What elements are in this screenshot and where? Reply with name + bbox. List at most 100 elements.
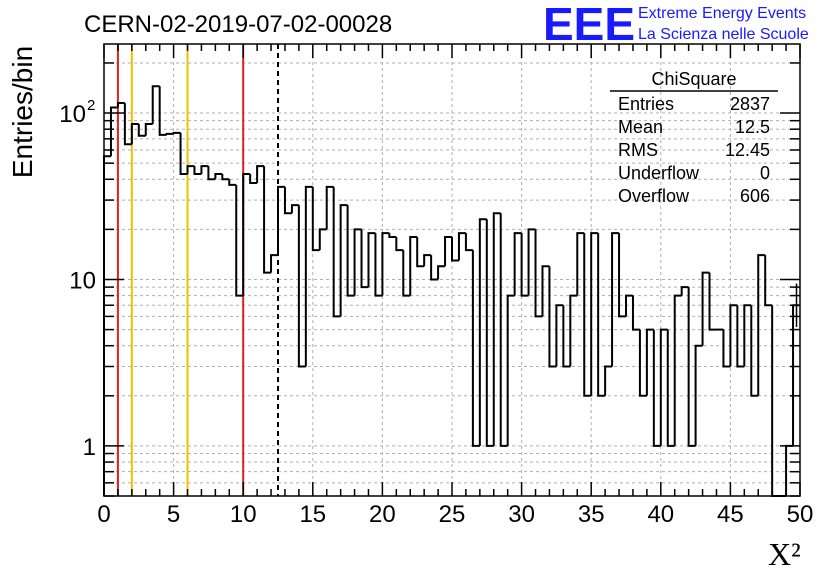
stats-value-entries: 2837 [730,94,770,114]
histogram-bin [228,179,237,186]
histogram-bin [158,86,167,136]
histogram-bin [360,229,369,289]
histogram-bin [283,186,292,215]
histogram-bin [297,205,306,368]
axes [103,43,801,497]
grid [104,44,800,496]
x-tick-label: 45 [717,501,744,528]
histogram-bin [381,232,390,296]
histogram-bin [144,122,153,136]
stats-value-mean: 12.5 [735,117,770,137]
histogram-bin [367,232,376,288]
histogram-bin [165,132,174,135]
histogram-bin [555,304,564,367]
histogram-bin [645,328,654,396]
x-tick-label: 30 [508,501,535,528]
histogram-bin [520,233,529,297]
histogram-bin [743,304,752,367]
histogram-bin [506,294,515,446]
stats-label-entries: Entries [618,94,674,114]
histogram-bin [416,236,425,268]
logo-line-2: La Scienza nelle Scuole [638,26,809,43]
x-tick-label: 25 [439,501,466,528]
histogram-bin [764,255,773,307]
histogram-bin [451,236,459,262]
x-tick-label: 20 [369,501,396,528]
histogram-bin [757,254,766,396]
x-tick-labels: 0 5 10 15 20 25 30 35 40 45 50 [97,501,813,528]
histogram-bin [130,122,139,145]
histogram-bin [708,272,717,331]
y-tick-label: 10 [69,267,96,294]
histogram-bin [471,250,480,447]
histogram-bin [318,228,327,251]
histogram-bin [221,174,230,181]
stats-value-overflow: 606 [740,186,770,206]
y-tick-label-exponent: 2 [87,97,95,114]
histogram-bin [590,232,599,396]
histogram-bin [423,254,432,267]
histogram-bin [109,106,118,157]
histogram-bin [485,219,494,447]
histogram-bin [374,233,383,297]
histogram-bin [270,254,278,273]
stats-value-rms: 12.45 [725,140,770,160]
histogram-bin [534,229,543,318]
histogram-bin [492,212,501,446]
histogram-bin [179,132,188,176]
histogram-bin [513,232,522,296]
histogram-bin [722,329,731,368]
x-tick-label: 10 [230,501,257,528]
x-tick-label: 50 [787,501,814,528]
reference-lines [116,44,279,496]
histogram-bin [172,131,181,134]
stats-box: ChiSquare Entries 2837 Mean 12.5 RMS 12.… [610,69,778,206]
histogram-bin [263,166,272,274]
histogram-bin [638,329,647,397]
histogram-bin [437,265,446,280]
histogram-bin [353,228,362,296]
logo-line-1: Extreme Energy Events [638,5,806,22]
histogram-bin [242,173,251,296]
histogram-bin [576,232,585,296]
histogram-bin [597,233,606,397]
histogram-bin [771,305,780,497]
histogram-bin [457,232,466,261]
histogram-bin [736,305,745,368]
histogram-bin [444,235,452,267]
histogram-bin [666,329,675,447]
stats-value-underflow: 0 [760,163,770,183]
histogram-bin [200,165,209,175]
histogram-bin [583,233,592,397]
histogram-bin [186,165,195,175]
histogram-bin [729,304,738,367]
histogram-bin [103,155,111,496]
eee-logo: EEE Extreme Energy Events La Scienza nel… [543,0,809,50]
stats-label-underflow: Underflow [618,163,700,183]
histogram-bin [680,286,689,296]
chart-title: CERN-02-2019-07-02-00028 [84,11,392,38]
histogram-bin [339,204,348,317]
histogram-bin [430,255,439,281]
histogram-bin [631,295,640,331]
histogram-bin [256,165,265,183]
histogram-bin [151,85,160,124]
x-tick-label: 35 [578,501,605,528]
y-axis-label: Entries/bin [7,46,38,178]
histogram-bin [311,186,320,252]
x-tick-label: 15 [299,501,326,528]
histogram-bin [193,166,202,176]
histogram-bin [478,218,487,446]
histogram-bin [290,204,299,214]
histogram-bin [527,228,536,296]
histogram-bin [652,329,661,447]
histogram-bin [464,233,473,252]
x-tick-label: 40 [647,501,674,528]
histogram-bin [207,166,216,181]
histogram-bin [569,294,578,367]
histogram-bin [402,250,411,297]
histogram-bin [604,365,613,396]
histogram-bin [625,294,633,317]
histogram-bin [388,233,397,238]
